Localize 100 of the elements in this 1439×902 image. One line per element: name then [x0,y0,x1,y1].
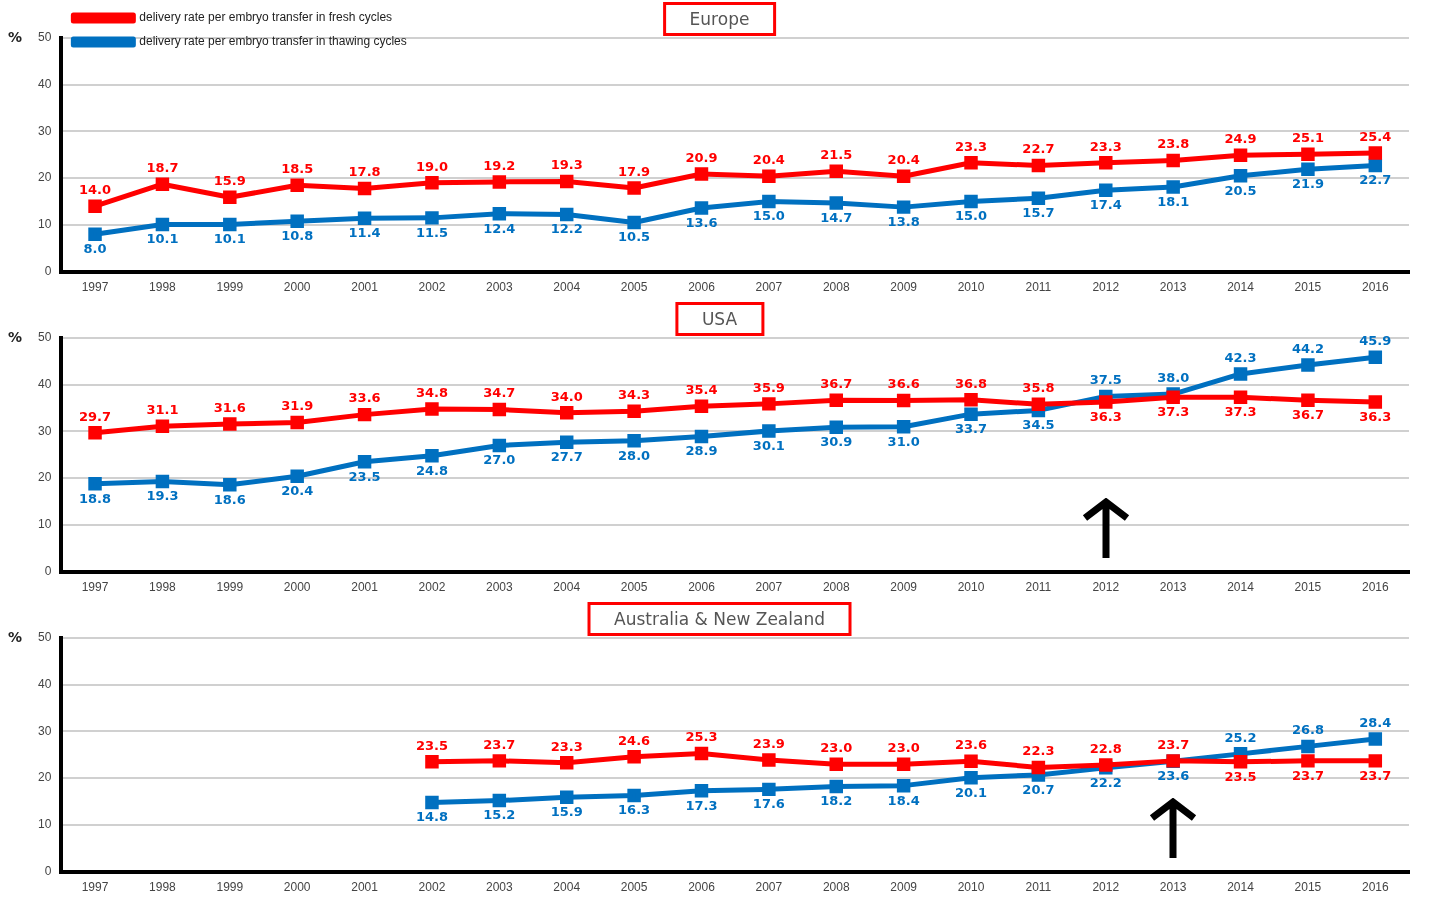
data-label: 18.7 [146,160,179,176]
data-label: 22.8 [1089,740,1122,756]
y-tick-label: 30 [37,423,52,438]
y-tick-label: 10 [37,217,52,232]
data-label: 26.8 [1291,722,1324,738]
x-tick-label: 1997 [81,280,109,295]
data-label: 25.4 [1359,128,1392,144]
x-tick-label: 2013 [1159,280,1187,295]
data-label: 27.7 [550,449,583,465]
x-tick-label: 2013 [1159,580,1187,595]
x-tick-label: 2003 [485,880,513,895]
x-tick-label: 2014 [1227,580,1255,595]
data-label: 15.7 [1022,205,1055,221]
x-tick-label: 2001 [351,580,379,595]
data-label: 34.0 [550,388,583,404]
x-tick-label: 2010 [957,880,985,895]
x-tick-label: 1997 [81,580,109,595]
data-label: 42.3 [1224,349,1257,365]
data-label: 23.3 [1089,138,1122,154]
data-label: 29.7 [79,408,112,424]
x-tick-label: 1999 [216,580,244,595]
data-label: 23.7 [1291,767,1324,783]
data-label: 24.6 [618,732,651,748]
data-label: 28.9 [685,443,718,459]
data-label: 14.7 [820,209,853,225]
data-label: 12.2 [550,221,583,237]
x-tick-label: 2007 [755,280,783,295]
data-label: 22.3 [1022,743,1055,759]
y-tick-label: 0 [44,263,52,278]
x-tick-label: 2008 [822,580,850,595]
chart-title: USA [674,302,765,336]
x-tick-label: 2000 [283,280,311,295]
data-label: 20.1 [954,784,988,800]
x-tick-label: 2015 [1294,580,1322,595]
x-tick-label: 1998 [149,580,177,595]
data-label: 34.8 [415,384,448,400]
data-label: 25.1 [1291,130,1324,146]
x-tick-label: 2000 [283,880,311,895]
data-label: 16.3 [618,802,651,818]
x-tick-label: 2005 [620,880,648,895]
x-tick-label: 2003 [485,280,513,295]
y-axis-title: % [8,28,23,45]
data-label: 23.0 [820,740,853,756]
data-label: 30.9 [820,434,853,450]
y-tick-label: 50 [37,330,52,345]
x-tick-label: 1997 [81,880,109,895]
x-tick-label: 2012 [1092,580,1120,595]
data-label: 25.3 [685,729,718,745]
x-tick-label: 1998 [149,280,177,295]
y-tick-label: 40 [37,77,52,92]
data-label: 13.8 [887,214,920,229]
data-label: 35.4 [685,382,718,398]
x-tick-label: 1998 [149,880,177,895]
y-axis-title: % [8,328,23,345]
legend-label: delivery rate per embryo transfer in thawing cycles [139,34,407,49]
data-label: 23.7 [483,736,516,752]
data-label: 17.3 [685,797,718,813]
x-tick-label: 2007 [755,880,783,895]
data-label: 15.0 [954,208,988,224]
data-label: 36.7 [820,376,853,392]
x-tick-label: 2016 [1361,280,1389,295]
data-label: 21.5 [820,147,853,163]
x-tick-label: 2008 [822,880,850,895]
y-tick-label: 30 [37,123,52,138]
data-label: 19.3 [146,488,179,504]
x-tick-label: 2014 [1227,280,1255,295]
data-label: 20.4 [752,152,785,168]
data-label: 23.7 [1359,767,1392,783]
data-label: 17.6 [752,796,785,812]
data-label: 18.1 [1157,193,1190,209]
data-label: 10.5 [618,229,651,245]
y-tick-label: 20 [37,170,52,185]
x-tick-label: 2016 [1361,880,1389,895]
data-label: 31.1 [146,402,179,418]
y-tick-label: 30 [37,723,52,738]
x-tick-label: 2004 [553,880,581,895]
data-label: 33.6 [348,390,381,406]
data-label: 36.3 [1089,408,1122,424]
data-label: 10.1 [146,231,179,247]
x-tick-label: 2011 [1025,880,1052,895]
chart-title: Australia & New Zealand [587,602,852,636]
data-label: 33.7 [954,421,988,437]
data-label: 18.5 [281,161,314,177]
data-label: 23.5 [1224,768,1257,784]
data-label: 20.7 [1022,781,1055,797]
x-tick-label: 2011 [1025,580,1052,595]
data-label: 37.3 [1224,404,1257,420]
y-tick-label: 50 [37,630,52,645]
data-label: 8.0 [83,241,107,257]
data-label: 23.8 [1157,136,1190,152]
data-label: 23.3 [954,138,988,154]
y-tick-label: 20 [37,770,52,785]
y-tick-label: 0 [44,863,52,878]
data-label: 13.6 [685,214,718,230]
data-label: 22.2 [1089,774,1122,790]
x-tick-label: 2005 [620,280,648,295]
x-tick-label: 2004 [553,280,581,295]
data-label: 36.7 [1291,407,1324,423]
data-label: 17.9 [618,163,651,179]
data-label: 36.8 [954,375,988,391]
